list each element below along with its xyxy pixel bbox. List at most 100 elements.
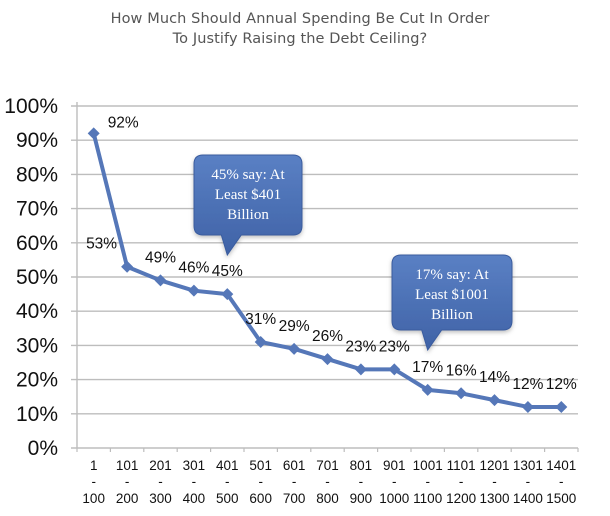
data-point-marker — [321, 353, 334, 366]
data-label: 14% — [479, 369, 510, 386]
data-labels: 92%53%49%46% 45%31% 29%26%23% 23%17% 16% 14% 1… — [86, 114, 577, 393]
x-tick-label-separator: - — [392, 474, 397, 489]
chart-title-line-2: To Justify Raising the Debt Ceiling? — [172, 31, 428, 47]
x-tick-label-separator: - — [125, 474, 130, 489]
x-tick-label-separator: - — [359, 474, 364, 489]
x-tick-label-separator: - — [192, 474, 197, 489]
x-tick-label: 301- 400 — [183, 458, 206, 506]
data-point-marker — [187, 284, 200, 297]
x-tick-label-separator: - — [258, 474, 263, 489]
data-point-marker — [555, 400, 568, 413]
data-label: 49% — [145, 249, 176, 266]
data-label: 29% — [279, 318, 310, 335]
y-tick-label: 40% — [16, 300, 58, 323]
callout-text-line: Least $401 — [215, 187, 281, 203]
data-label: 31% — [245, 311, 276, 328]
x-tick-label-top: 1401 — [546, 458, 576, 473]
x-tick-label-top: 901 — [383, 458, 406, 473]
x-axis — [71, 102, 579, 452]
callout-text-line: 17% say: At — [415, 267, 489, 283]
x-tick-label: 1- 100 — [82, 458, 105, 506]
callout — [193, 154, 303, 257]
x-tick-label-bottom: 1000 — [379, 491, 409, 506]
x-tick-label-bottom: 1200 — [446, 491, 476, 506]
callout-text-line: 45% say: At — [211, 167, 285, 183]
data-point-marker — [87, 127, 100, 140]
y-tick-label: 20% — [16, 369, 58, 392]
x-tick-label-bottom: 1500 — [546, 491, 576, 506]
data-label: 26% — [312, 328, 343, 345]
x-tick-label-top: 1101 — [447, 458, 476, 473]
x-tick-label-top: 301 — [183, 458, 206, 473]
x-tick-label-bottom: 900 — [350, 491, 373, 506]
x-tick-label-top: 401 — [216, 458, 239, 473]
y-axis-tick-labels: 0% 10% 20% 30% 40% 50% 60% 70% 80% 90% 100% — [4, 95, 58, 460]
data-point-marker — [121, 260, 134, 273]
y-tick-label: 10% — [16, 403, 58, 426]
x-tick-label-separator: - — [526, 474, 531, 489]
x-tick-label-bottom: 1300 — [479, 491, 509, 506]
data-label: 53% — [86, 236, 117, 253]
data-label: 92% — [108, 114, 139, 131]
x-tick-label-separator: - — [492, 474, 497, 489]
callouts: 45% say: At Least $401 Billion 17% say: At L… — [193, 154, 513, 352]
x-tick-label-bottom: 700 — [283, 491, 306, 506]
data-label: 23% — [379, 338, 410, 355]
x-tick-label-bottom: 800 — [316, 491, 339, 506]
x-tick-label-separator: - — [325, 474, 330, 489]
callout-text-line: Billion — [227, 207, 269, 223]
callout-text-line: Least $1001 — [415, 287, 489, 303]
data-point-marker — [254, 335, 267, 348]
x-tick-label-bottom: 300 — [149, 491, 172, 506]
x-tick-label: 201- 300 — [149, 458, 172, 506]
y-tick-label: 100% — [4, 95, 58, 118]
data-label: 16% — [446, 362, 477, 379]
x-tick-label: 1201- 1300 — [479, 458, 509, 506]
y-tick-label: 0% — [28, 437, 58, 460]
x-tick-label-separator: - — [559, 474, 564, 489]
x-tick-label-bottom: 100 — [82, 491, 105, 506]
data-label: 12% — [546, 376, 577, 393]
x-tick-label-separator: - — [158, 474, 163, 489]
x-tick-label: 1101- 1200 — [446, 458, 476, 506]
data-point-marker — [354, 363, 367, 376]
y-tick-label: 90% — [16, 129, 58, 152]
data-point-marker — [388, 363, 401, 376]
data-label: 46% — [178, 260, 209, 277]
y-tick-label: 50% — [16, 266, 58, 289]
x-tick-label-separator: - — [459, 474, 464, 489]
x-tick-label-separator: - — [425, 474, 430, 489]
chart-title-line-1: How Much Should Annual Spending Be Cut I… — [110, 11, 490, 27]
x-tick-label-bottom: 400 — [183, 491, 206, 506]
x-tick-label: 101- 200 — [116, 458, 139, 506]
x-tick-label-bottom: 600 — [249, 491, 272, 506]
x-tick-label: 1301- 1400 — [513, 458, 543, 506]
x-tick-label-bottom: 200 — [116, 491, 139, 506]
callout-bubble — [391, 254, 513, 352]
x-tick-label-top: 1001 — [413, 458, 443, 473]
data-point-marker — [455, 387, 468, 400]
x-tick-label-top: 1301 — [513, 458, 543, 473]
x-tick-label-top: 601 — [283, 458, 306, 473]
x-tick-label-top: 1 — [90, 458, 98, 473]
data-label: 12% — [512, 376, 543, 393]
x-tick-label-bottom: 1100 — [413, 491, 442, 506]
data-label: 45% — [212, 263, 243, 280]
data-point-marker — [488, 394, 501, 407]
data-point-marker — [154, 274, 167, 287]
x-tick-label-bottom: 1400 — [513, 491, 543, 506]
y-tick-label: 60% — [16, 232, 58, 255]
x-tick-label: 801- 900 — [350, 458, 373, 506]
x-tick-label: 701- 800 — [316, 458, 339, 506]
data-point-marker — [288, 342, 301, 355]
data-label: 23% — [345, 338, 376, 355]
y-tick-label: 80% — [16, 163, 58, 186]
callout — [391, 254, 513, 352]
x-tick-label: 1001- 1100 — [413, 458, 443, 506]
callout-text-line: Billion — [431, 307, 473, 323]
data-point-marker — [421, 383, 434, 396]
x-tick-label: 501- 600 — [249, 458, 272, 506]
x-tick-label-top: 801 — [350, 458, 373, 473]
x-tick-label-top: 101 — [116, 458, 139, 473]
